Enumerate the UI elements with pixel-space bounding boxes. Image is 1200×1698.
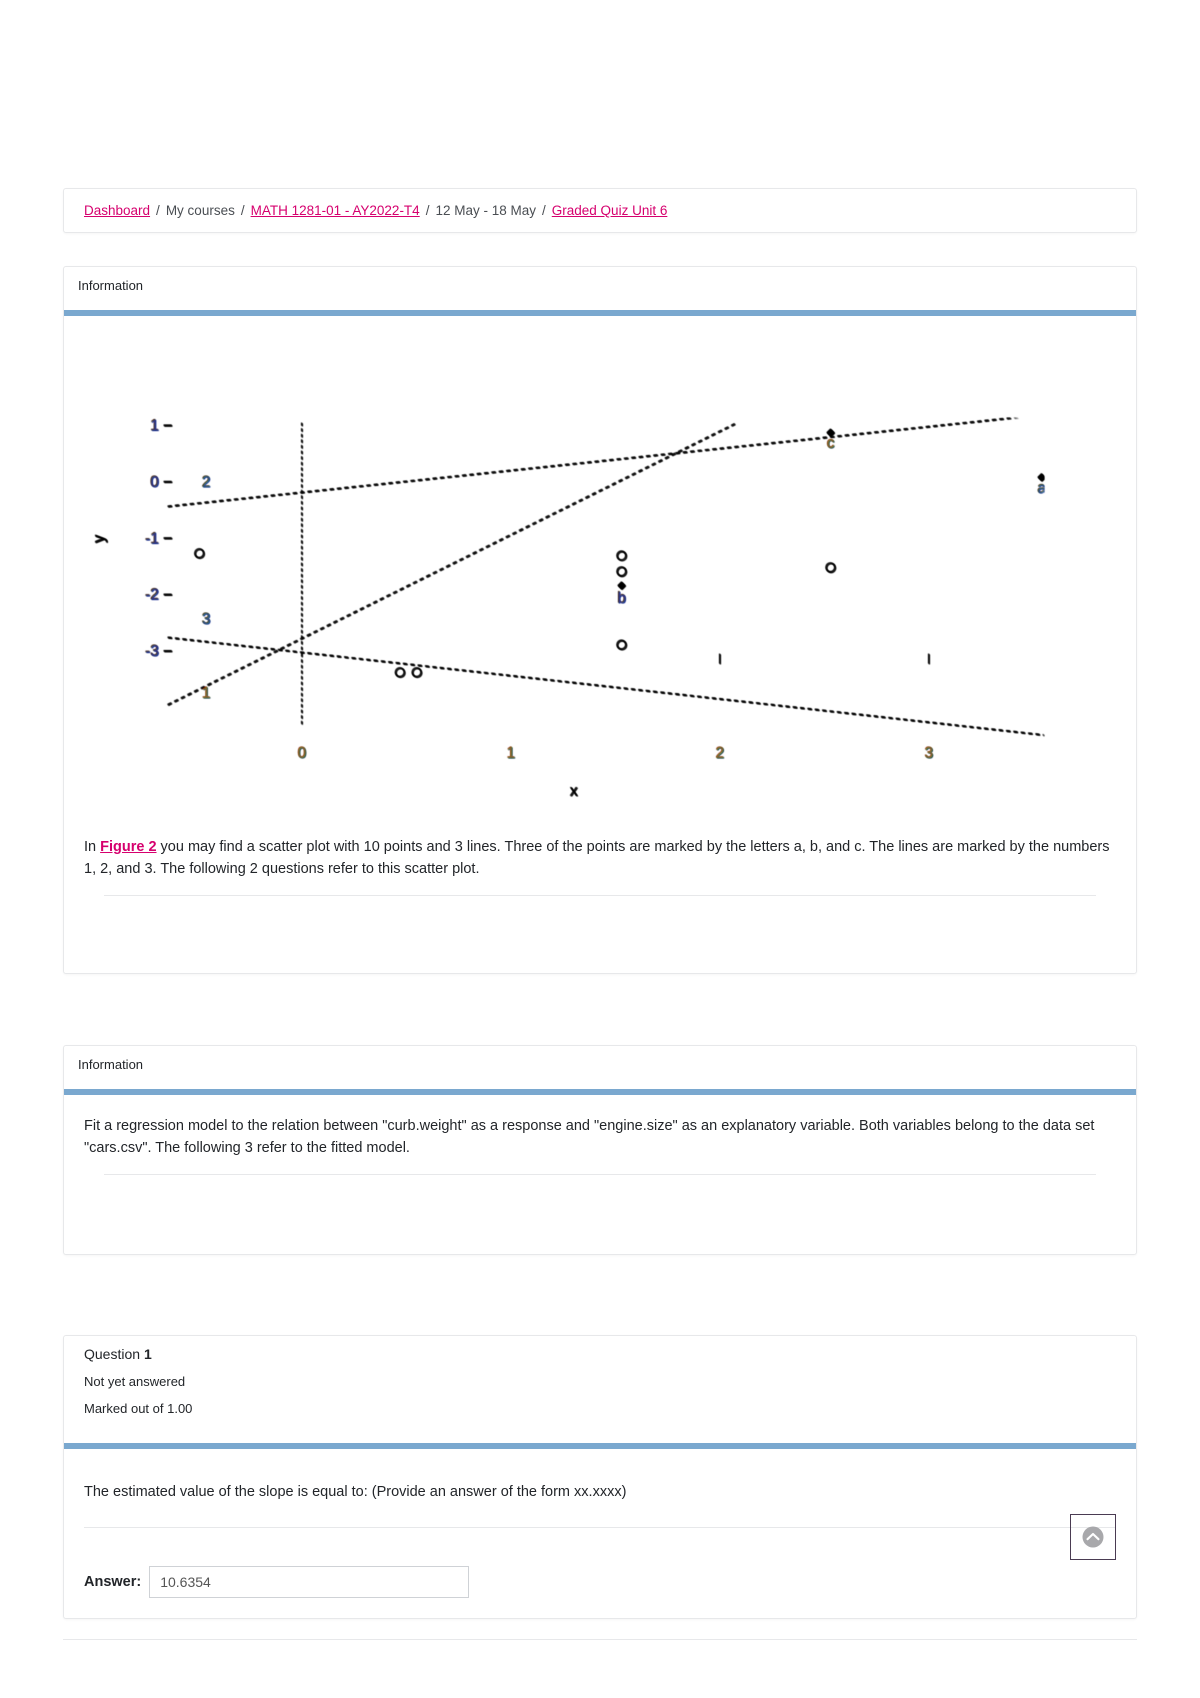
svg-text:c: c <box>827 435 835 452</box>
svg-text:-1: -1 <box>145 530 159 547</box>
svg-text:3: 3 <box>202 611 211 628</box>
svg-text:1: 1 <box>202 685 211 702</box>
svg-text:1: 1 <box>150 418 159 435</box>
svg-text:b: b <box>617 590 626 607</box>
svg-text:1: 1 <box>507 745 516 762</box>
svg-text:0: 0 <box>298 745 307 762</box>
svg-text:-3: -3 <box>145 643 159 660</box>
svg-text:y: y <box>91 535 108 543</box>
svg-text:a: a <box>1037 480 1044 497</box>
svg-text:-2: -2 <box>145 587 159 604</box>
svg-text:x: x <box>570 783 578 800</box>
svg-text:2: 2 <box>202 474 211 491</box>
svg-text:0: 0 <box>150 474 159 491</box>
svg-text:3: 3 <box>925 745 934 762</box>
svg-text:2: 2 <box>716 745 725 762</box>
